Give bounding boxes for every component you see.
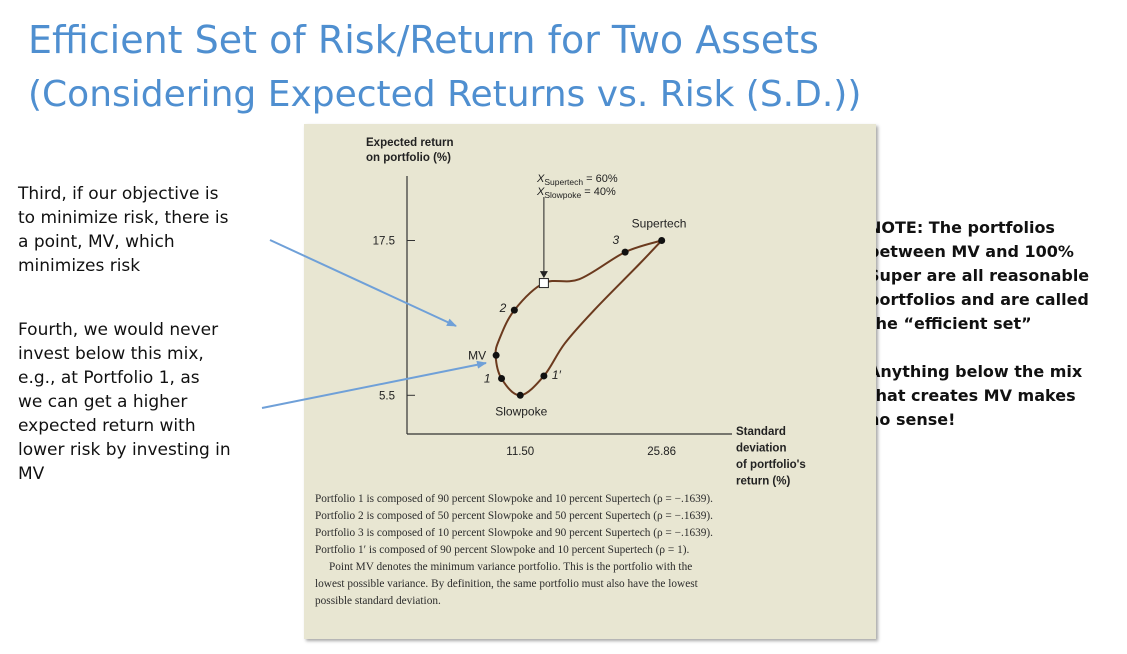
note-right-line: no sense! bbox=[868, 410, 956, 429]
x-tick-label: 25.86 bbox=[647, 446, 676, 458]
note-fourth-line: expected return with bbox=[18, 416, 196, 436]
weight-annotation: XSupertech = 60% bbox=[536, 173, 618, 187]
portfolio-point bbox=[510, 306, 518, 314]
caption-line: Portfolio 3 is composed of 10 percent Sl… bbox=[315, 527, 713, 539]
x-axis-label: return (%) bbox=[736, 476, 790, 488]
note-fourth-line: lower risk by investing in bbox=[18, 440, 231, 460]
caption-line: Portfolio 2 is composed of 50 percent Sl… bbox=[315, 510, 713, 522]
point-label: 1′ bbox=[552, 368, 562, 382]
note-fourth-line: we can get a higher bbox=[18, 392, 188, 412]
note-third-line: to minimize risk, there is bbox=[18, 208, 229, 228]
portfolio-marker-square bbox=[538, 278, 549, 289]
note-fourth-line: invest below this mix, bbox=[18, 344, 204, 364]
caption-line: lowest possible variance. By definition,… bbox=[315, 578, 698, 590]
y-axis-label: on portfolio (%) bbox=[366, 152, 451, 164]
note-right-line: NOTE: The portfolios bbox=[868, 218, 1055, 237]
portfolio-point bbox=[658, 237, 666, 244]
note-right-line: that creates MV makes bbox=[868, 386, 1076, 405]
x-axis-label: of portfolio's bbox=[736, 459, 806, 471]
point-label: Supertech bbox=[632, 217, 687, 231]
note-fourth-line: e.g., at Portfolio 1, as bbox=[18, 368, 200, 388]
point-label: 2 bbox=[499, 301, 507, 315]
efficient-set-curve bbox=[494, 239, 663, 397]
note-right-line: between MV and 100% bbox=[868, 242, 1074, 261]
caption-line: Point MV denotes the minimum variance po… bbox=[329, 561, 693, 573]
x-tick-label: 11.50 bbox=[506, 446, 534, 458]
note-right-line: the “efficient set” bbox=[868, 314, 1032, 333]
note-right: NOTE: The portfolios between MV and 100%… bbox=[868, 216, 1089, 432]
caption-line: Portfolio 1 is composed of 90 percent Sl… bbox=[315, 493, 713, 505]
y-axis-label: Expected return bbox=[366, 137, 454, 149]
portfolio-point bbox=[498, 375, 506, 383]
portfolio-point bbox=[492, 351, 500, 359]
note-right-line: Super are all reasonable bbox=[868, 266, 1090, 285]
note-right-line bbox=[868, 336, 1089, 360]
point-label: 3 bbox=[612, 233, 619, 247]
figure-caption: Portfolio 1 is composed of 90 percent Sl… bbox=[315, 491, 871, 610]
caption-line: possible standard deviation. bbox=[315, 595, 441, 607]
weight-annotation: XSlowpoke = 40% bbox=[536, 186, 616, 200]
slide-title: Efficient Set of Risk/Return for Two Ass… bbox=[28, 18, 819, 62]
note-third: Third, if our objective is to minimize r… bbox=[18, 182, 263, 278]
note-third-line: a point, MV, which bbox=[18, 232, 175, 252]
point-label: Slowpoke bbox=[495, 404, 547, 418]
note-third-line: minimizes risk bbox=[18, 256, 141, 276]
x-axis-label: Standard bbox=[736, 426, 786, 438]
note-fourth-line: MV bbox=[18, 464, 45, 484]
point-label: MV bbox=[468, 348, 486, 362]
y-tick-label: 5.5 bbox=[379, 390, 395, 402]
annotation-arrowhead bbox=[539, 271, 548, 279]
portfolio-point bbox=[516, 391, 524, 399]
note-right-line: portfolios and are called bbox=[868, 290, 1089, 309]
slide-subtitle: (Considering Expected Returns vs. Risk (… bbox=[28, 74, 862, 115]
caption-line: Portfolio 1′ is composed of 90 percent S… bbox=[315, 544, 690, 556]
note-fourth-line: Fourth, we would never bbox=[18, 320, 219, 340]
y-tick-label: 17.5 bbox=[373, 236, 395, 248]
efficient-set-chart: Expected return on portfolio (%) Standard d… bbox=[366, 137, 806, 488]
portfolio-point bbox=[621, 248, 629, 256]
note-right-line: Anything below the mix bbox=[868, 362, 1083, 381]
note-fourth: Fourth, we would never invest below this… bbox=[18, 318, 263, 486]
point-label: 1 bbox=[484, 372, 491, 386]
figure-panel: Expected return on portfolio (%) Standard d… bbox=[304, 124, 876, 639]
portfolio-point bbox=[540, 372, 548, 380]
note-third-line: Third, if our objective is bbox=[18, 184, 219, 204]
x-axis-label: deviation bbox=[736, 443, 786, 455]
